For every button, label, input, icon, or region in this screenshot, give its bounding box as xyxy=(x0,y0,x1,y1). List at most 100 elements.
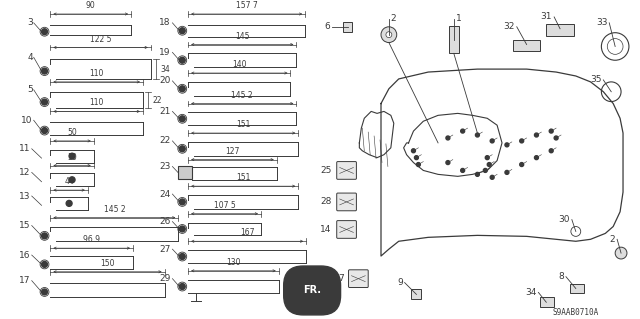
Circle shape xyxy=(179,28,185,34)
FancyBboxPatch shape xyxy=(337,193,356,211)
Circle shape xyxy=(42,99,47,105)
Text: 23: 23 xyxy=(159,162,170,171)
Text: 3: 3 xyxy=(27,19,33,27)
Bar xyxy=(547,24,574,36)
Circle shape xyxy=(386,32,392,38)
Text: 22: 22 xyxy=(159,137,170,145)
Text: 145: 145 xyxy=(235,32,250,41)
Text: 127: 127 xyxy=(225,147,239,156)
Text: 9: 9 xyxy=(397,278,403,287)
Circle shape xyxy=(412,149,415,153)
Text: 6: 6 xyxy=(324,22,330,31)
Text: 4: 4 xyxy=(27,53,33,62)
Text: 110: 110 xyxy=(90,99,104,108)
Circle shape xyxy=(42,262,47,267)
Text: 157 7: 157 7 xyxy=(236,1,257,10)
Text: S9AAB0710A: S9AAB0710A xyxy=(553,308,599,317)
Text: 5: 5 xyxy=(27,85,33,94)
Circle shape xyxy=(534,133,538,137)
Circle shape xyxy=(505,143,509,147)
Text: 145 2: 145 2 xyxy=(232,91,253,100)
Text: 15: 15 xyxy=(19,221,31,230)
Circle shape xyxy=(461,129,465,133)
Text: 18: 18 xyxy=(159,19,170,27)
Text: 13: 13 xyxy=(19,191,31,201)
Circle shape xyxy=(417,163,420,167)
Text: 26: 26 xyxy=(159,217,170,226)
Text: 29: 29 xyxy=(159,274,170,283)
Text: 34: 34 xyxy=(525,288,536,297)
Circle shape xyxy=(42,68,47,74)
Text: 32: 32 xyxy=(504,22,515,31)
Circle shape xyxy=(179,57,185,63)
FancyBboxPatch shape xyxy=(349,270,368,287)
Text: 17: 17 xyxy=(19,276,31,285)
Circle shape xyxy=(520,139,524,143)
Text: 12: 12 xyxy=(19,168,31,177)
Text: 167: 167 xyxy=(240,228,255,237)
Circle shape xyxy=(381,27,397,42)
Circle shape xyxy=(476,133,479,137)
Circle shape xyxy=(549,149,553,153)
Bar xyxy=(342,22,353,32)
Text: 20: 20 xyxy=(159,77,170,85)
Text: 7: 7 xyxy=(338,274,344,283)
Circle shape xyxy=(66,200,72,206)
Circle shape xyxy=(69,153,75,159)
Text: 90: 90 xyxy=(86,1,95,10)
Text: 50: 50 xyxy=(67,152,77,162)
Bar xyxy=(412,289,421,299)
Text: 1: 1 xyxy=(456,14,461,23)
Circle shape xyxy=(42,128,47,134)
Text: 8: 8 xyxy=(558,272,564,281)
Circle shape xyxy=(179,199,185,205)
Circle shape xyxy=(461,168,465,172)
Circle shape xyxy=(446,160,450,165)
Text: 150: 150 xyxy=(100,259,115,268)
Text: 2: 2 xyxy=(609,235,615,244)
Circle shape xyxy=(69,177,75,183)
Text: 16: 16 xyxy=(19,250,31,260)
Text: 122 5: 122 5 xyxy=(90,34,111,43)
Text: 11: 11 xyxy=(19,144,31,153)
Text: 107 5: 107 5 xyxy=(214,201,236,210)
Text: 35: 35 xyxy=(590,75,602,85)
Circle shape xyxy=(615,247,627,259)
Circle shape xyxy=(483,168,487,172)
Circle shape xyxy=(42,29,47,35)
Bar xyxy=(179,166,192,179)
Text: 110: 110 xyxy=(90,69,104,78)
Circle shape xyxy=(179,284,185,289)
Circle shape xyxy=(179,226,185,232)
Text: 96 9: 96 9 xyxy=(83,235,100,244)
Circle shape xyxy=(554,136,558,140)
Text: 25: 25 xyxy=(321,166,332,175)
Text: 22: 22 xyxy=(153,96,163,105)
Circle shape xyxy=(549,129,553,133)
Text: 50: 50 xyxy=(67,128,77,137)
Circle shape xyxy=(179,86,185,92)
Text: 14: 14 xyxy=(321,225,332,234)
Text: 21: 21 xyxy=(159,107,170,116)
Circle shape xyxy=(490,175,494,179)
Text: 24: 24 xyxy=(159,189,170,198)
Circle shape xyxy=(505,170,509,174)
Text: 19: 19 xyxy=(159,48,170,57)
Circle shape xyxy=(446,136,450,140)
Text: 27: 27 xyxy=(159,245,170,254)
Bar xyxy=(513,40,540,51)
Text: 31: 31 xyxy=(541,12,552,21)
Circle shape xyxy=(179,146,185,152)
Circle shape xyxy=(179,254,185,259)
Text: 151: 151 xyxy=(236,120,250,129)
Text: 33: 33 xyxy=(596,19,607,27)
FancyBboxPatch shape xyxy=(337,221,356,238)
Circle shape xyxy=(534,156,538,160)
Circle shape xyxy=(476,172,479,176)
Circle shape xyxy=(42,289,47,295)
Text: FR.: FR. xyxy=(303,286,321,295)
Circle shape xyxy=(490,139,494,143)
Text: 130: 130 xyxy=(226,258,241,267)
Bar xyxy=(449,26,459,53)
Text: 151: 151 xyxy=(236,173,250,182)
